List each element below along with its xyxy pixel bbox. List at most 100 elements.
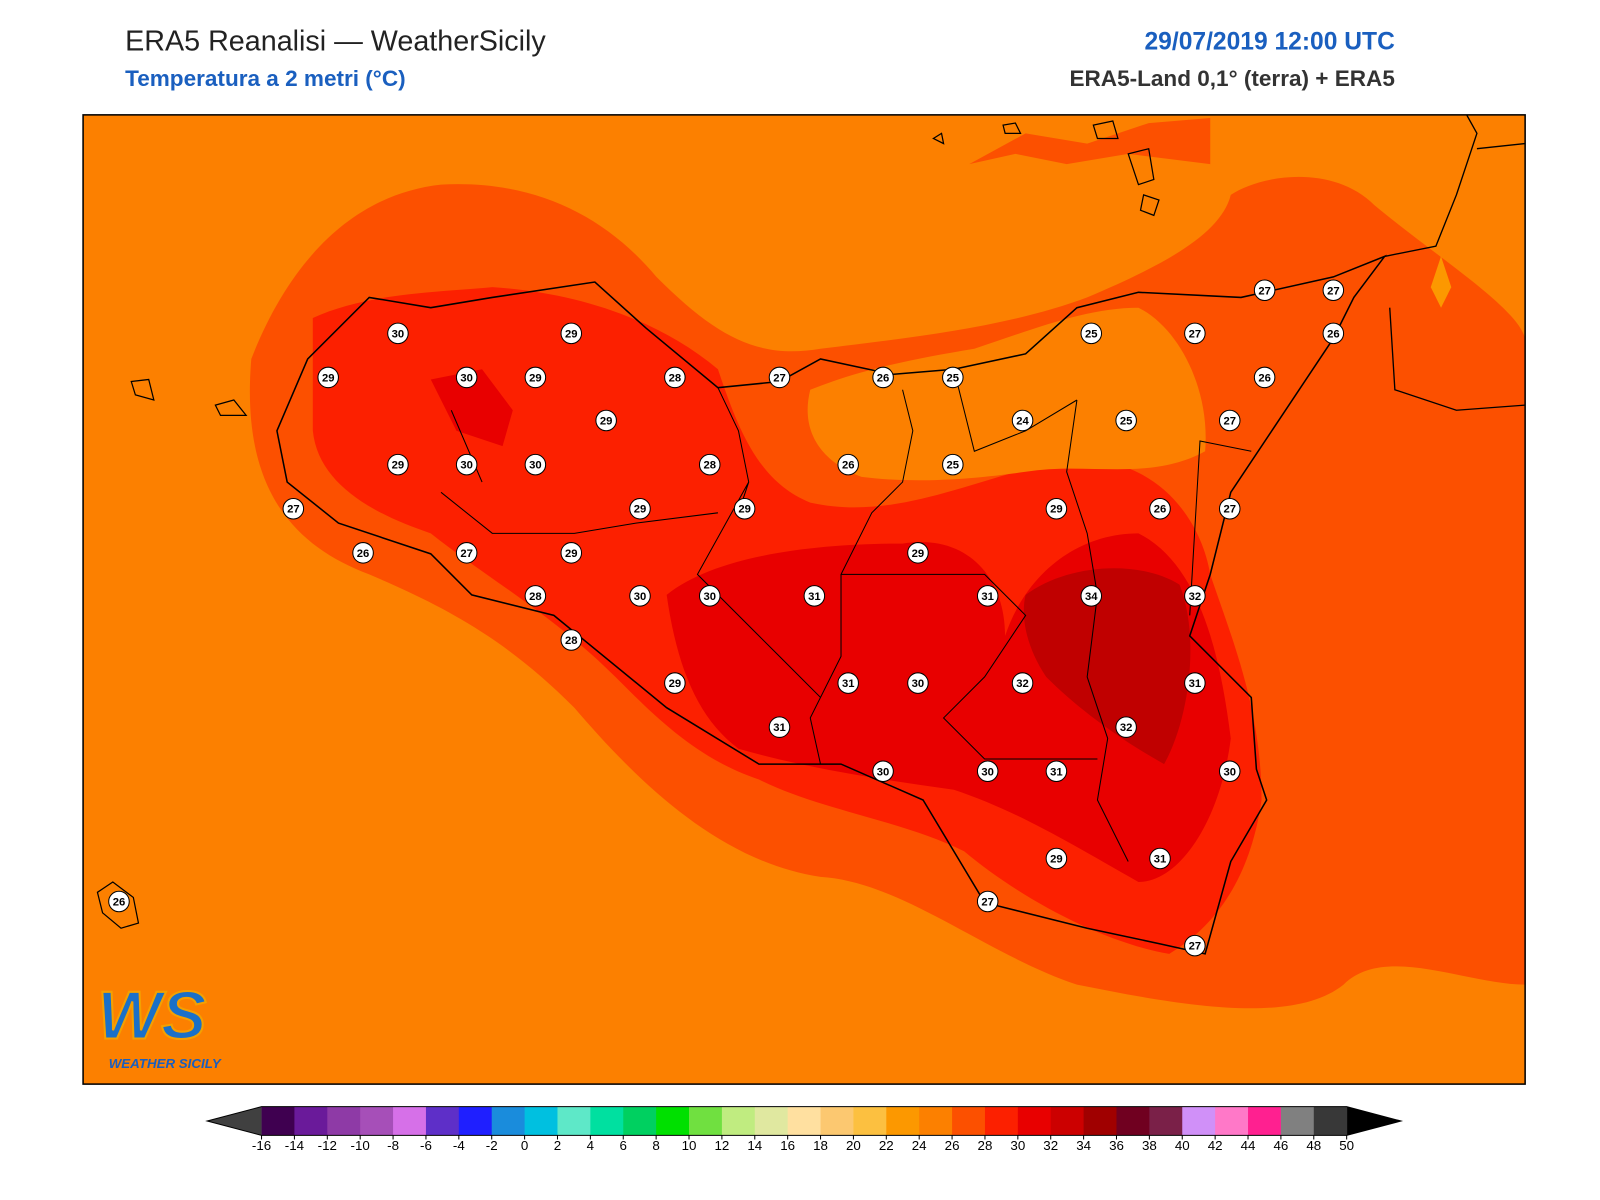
station-marker [387, 322, 409, 345]
colorbar-tick-label: 10 [682, 1138, 697, 1153]
station-marker [455, 542, 478, 564]
colorbar-swatch [820, 1106, 854, 1136]
station-marker [1045, 760, 1068, 783]
station: 26 [1322, 322, 1345, 345]
colorbar-swatch [524, 1106, 558, 1136]
station: 30 [524, 453, 547, 476]
station: 27 [1322, 279, 1345, 302]
station-marker [560, 542, 583, 564]
source: ERA5-Land 0,1° (terra) + ERA5 [1069, 66, 1394, 91]
station: 26 [837, 453, 859, 476]
station-marker [1011, 409, 1034, 432]
logo-name: WEATHER SICILY [109, 1056, 222, 1071]
station-value: 26 [842, 460, 855, 472]
colorbar-swatch [787, 1106, 822, 1136]
station-marker [768, 716, 791, 738]
station-value: 27 [773, 372, 786, 384]
station-value: 26 [1327, 328, 1340, 340]
colorbar-tick-label: 30 [1010, 1138, 1025, 1153]
station: 27 [1218, 409, 1241, 432]
station-marker [524, 453, 547, 476]
station-value: 27 [981, 897, 994, 909]
station-value: 29 [738, 504, 751, 516]
colorbar-tick-label: 34 [1076, 1138, 1091, 1153]
station-marker [872, 366, 894, 389]
station-marker [1184, 934, 1206, 957]
station: 28 [524, 585, 547, 607]
colorbar-swatch [1083, 1106, 1117, 1136]
station: 29 [317, 366, 339, 389]
station-marker [317, 366, 339, 389]
station-marker [629, 585, 651, 607]
station: 27 [282, 497, 305, 520]
station: 29 [629, 497, 651, 520]
station: 29 [1045, 497, 1068, 520]
station: 29 [560, 322, 583, 345]
station-value: 29 [634, 504, 647, 516]
colorbar-tick-label: 6 [620, 1138, 627, 1153]
colorbar-tick-label: 24 [912, 1138, 927, 1153]
colorbar-swatch [984, 1106, 1019, 1136]
colorbar-swatch [1149, 1106, 1183, 1136]
station-marker [942, 366, 964, 389]
colorbar-swatch [360, 1106, 394, 1136]
station: 25 [942, 366, 964, 389]
station-marker [1149, 497, 1171, 520]
colorbar-tick-label: -16 [252, 1138, 271, 1153]
station: 27 [768, 366, 791, 389]
station-marker [108, 890, 130, 913]
station: 31 [1149, 847, 1171, 870]
colorbar-tick-label: 44 [1241, 1138, 1256, 1153]
colorbar-swatch [721, 1106, 756, 1136]
colorbar-over [1346, 1106, 1402, 1136]
station-marker [837, 672, 859, 694]
colorbar-swatch [1182, 1106, 1216, 1136]
station: 29 [560, 542, 583, 564]
colorbar-swatch [1313, 1106, 1348, 1136]
station-value: 27 [1223, 504, 1236, 516]
station-value: 31 [1154, 853, 1167, 865]
colorbar-under [207, 1106, 262, 1136]
station: 31 [1045, 760, 1068, 783]
colorbar-tick-label: -6 [420, 1138, 432, 1153]
station: 32 [1011, 672, 1034, 694]
station-marker [976, 760, 999, 783]
colorbar-tick-label: 48 [1306, 1138, 1321, 1153]
station-marker [352, 542, 374, 564]
colorbar-tick-label: 20 [846, 1138, 861, 1153]
station: 30 [907, 672, 929, 694]
date: 29/07/2019 12:00 UTC [1144, 29, 1395, 56]
station-value: 30 [877, 766, 890, 778]
colorbar-tick-label: 16 [780, 1138, 795, 1153]
station: 30 [455, 453, 478, 476]
station-marker [1115, 409, 1137, 432]
colorbar-tick-label: 0 [521, 1138, 528, 1153]
colorbar-tick-label: 12 [714, 1138, 729, 1153]
station-value: 32 [1120, 722, 1133, 734]
colorbar-swatch [656, 1106, 690, 1136]
station: 31 [768, 716, 791, 738]
colorbar-tick-label: -12 [318, 1138, 337, 1153]
station-marker [455, 453, 478, 476]
station: 27 [1253, 279, 1276, 302]
station-value: 29 [565, 328, 578, 340]
station-value: 29 [600, 416, 613, 428]
colorbar-tick-label: 2 [554, 1138, 561, 1153]
station-marker [1253, 279, 1276, 302]
colorbar: -16 -14 -12 -10 -8 -6 -4 -2 0 2 4 6 8 10 12 14 16 18 20 22 2… [205, 1106, 1404, 1153]
station-marker [976, 890, 999, 913]
station-marker [1149, 847, 1171, 870]
station-value: 30 [634, 591, 647, 603]
station-value: 30 [912, 678, 925, 690]
colorbar-tick-label: -10 [351, 1138, 370, 1153]
station-marker [1253, 366, 1276, 389]
station-value: 27 [1258, 285, 1271, 297]
colorbar-tick-label: 4 [587, 1138, 595, 1153]
colorbar-tick-label: -14 [285, 1138, 305, 1153]
colorbar-swatch [393, 1106, 427, 1136]
colorbar-swatch [1116, 1106, 1150, 1136]
temperature-zone-30 [430, 369, 1231, 883]
station-marker [560, 629, 583, 651]
